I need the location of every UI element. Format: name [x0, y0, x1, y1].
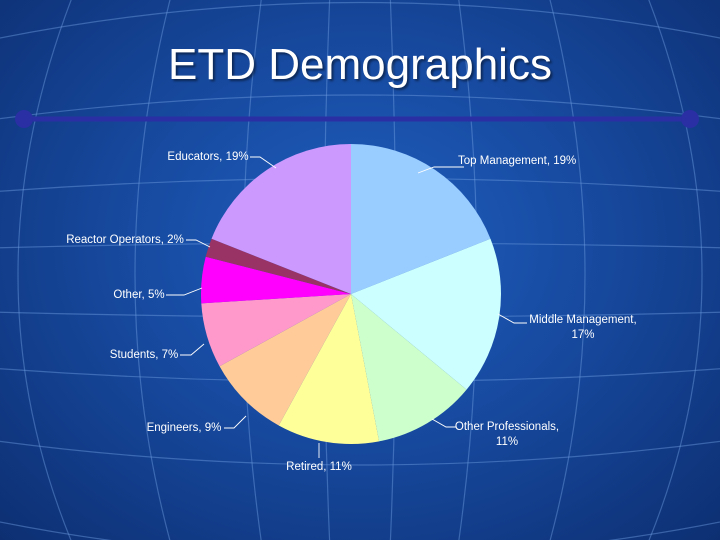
- pie-slice-reactor-operators: [205, 238, 351, 294]
- grid-parallel-line: [0, 1, 720, 39]
- slice-label-reactor-operators: Reactor Operators, 2%: [66, 234, 184, 246]
- slice-label-middle-management: Middle Management, 17%: [529, 314, 636, 341]
- slice-label-line: Reactor Operators, 2%: [66, 234, 184, 246]
- slice-label-line: Students, 7%: [110, 349, 178, 361]
- leader-line-engineers: [224, 415, 247, 429]
- slice-label-students: Students, 7%: [110, 349, 178, 361]
- pie-slice-middle-management: [351, 238, 502, 390]
- slice-label-line: Engineers, 9%: [147, 422, 222, 434]
- slice-label-line: Middle Management,: [529, 314, 636, 326]
- slice-label-line: 17%: [571, 329, 594, 341]
- slice-label-line: Retired, 11%: [286, 461, 352, 473]
- slice-label-engineers: Engineers, 9%: [147, 422, 222, 434]
- slice-label-line: Other, 5%: [113, 289, 164, 301]
- grid-meridian-line: [549, 0, 586, 540]
- slice-label-line: Top Management, 19%: [458, 155, 576, 167]
- slice-label-top-management: Top Management, 19%: [458, 155, 576, 167]
- pie-slice-other: [201, 256, 351, 304]
- slice-label-retired: Retired, 11%: [286, 461, 352, 473]
- slice-label-other-professionals: Other Professionals, 11%: [455, 421, 559, 448]
- pie-slice-educators: [211, 144, 351, 294]
- grid-parallel-line: [0, 94, 720, 120]
- leader-line-educators: [250, 156, 277, 169]
- grid-meridian-line: [134, 0, 171, 540]
- pie-slice-top-management: [351, 144, 491, 294]
- pie-slice-engineers: [219, 294, 351, 426]
- slice-label-line: 11%: [496, 436, 518, 448]
- leader-line-other-professionals: [431, 418, 456, 428]
- pie-slice-students: [201, 294, 351, 367]
- grid-parallel-line: [0, 521, 720, 540]
- grid-meridian-line: [17, 0, 72, 540]
- grid-meridian-line: [648, 0, 703, 540]
- leader-line-students: [180, 343, 205, 356]
- leader-line-top-management: [417, 166, 464, 174]
- pie-slice-other-professionals: [351, 294, 467, 442]
- slice-label-line: Other Professionals,: [455, 421, 559, 433]
- slice-label-line: Educators, 19%: [167, 151, 248, 163]
- grid-parallel-line: [0, 440, 720, 466]
- leader-line-middle-management: [497, 313, 527, 324]
- slice-label-other: Other, 5%: [113, 289, 164, 301]
- slice-label-educators: Educators, 19%: [167, 151, 248, 163]
- leader-line-other: [166, 287, 203, 296]
- pie-slice-retired: [278, 294, 380, 444]
- slide-title: ETD Demographics: [168, 40, 552, 89]
- leader-line-reactor-operators: [186, 239, 211, 248]
